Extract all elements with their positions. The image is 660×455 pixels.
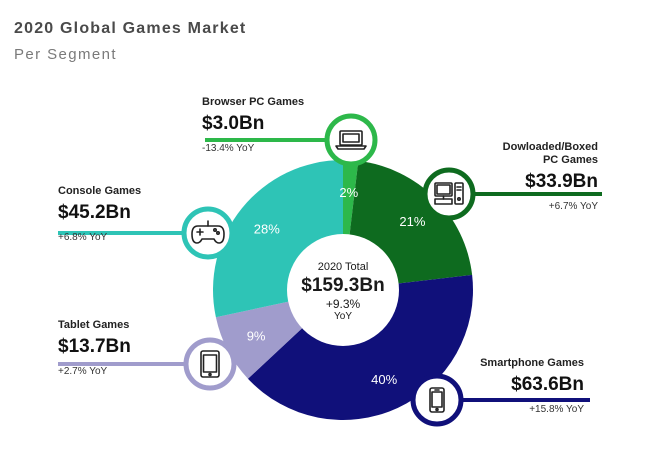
segment-name-line-2: PC Games: [542, 154, 598, 166]
segment-name: Console Games: [58, 185, 142, 197]
label-tablet: Tablet Games $13.7Bn +2.7% YoY: [58, 319, 131, 377]
segment-name: Smartphone Games: [480, 357, 584, 369]
segment-value: $63.6Bn: [511, 374, 584, 395]
segment-name: Tablet Games: [58, 319, 130, 331]
chart-title: 2020 Global Games Market: [14, 20, 247, 37]
chart-subtitle: Per Segment: [14, 46, 117, 63]
label-downloaded-pc: Dowloaded/Boxed PC Games $33.9Bn +6.7% Y…: [503, 141, 598, 212]
segment-value: $45.2Bn: [58, 202, 131, 223]
segment-icons: [181, 113, 476, 427]
icon-ring-browser-pc-games: [324, 113, 378, 167]
segment-yoy: +6.8% YoY: [58, 232, 108, 243]
segment-name: Browser PC Games: [202, 96, 305, 108]
percent-label-smartphone-games: 40%: [371, 372, 397, 387]
segment-yoy: +2.7% YoY: [58, 366, 108, 377]
percent-label-dowloaded-boxed-pc-games: 21%: [399, 214, 425, 229]
center-total-yoy: +9.3%: [325, 297, 361, 311]
icon-ring-console-games: [181, 206, 235, 260]
label-smartphone: Smartphone Games $63.6Bn +15.8% YoY: [480, 357, 584, 415]
icon-ring-tablet-games: [183, 337, 237, 391]
center-total-title: 2020 Total: [317, 261, 369, 273]
tablet-icon: [200, 350, 220, 378]
smartphone-icon: [429, 387, 445, 413]
segment-yoy: -13.4% YoY: [202, 143, 255, 154]
center-total: 2020 Total $159.3Bn +9.3% YoY: [290, 261, 396, 322]
segment-value: $13.7Bn: [58, 336, 131, 357]
label-console: Console Games $45.2Bn +6.8% YoY: [58, 185, 141, 243]
segment-name-line-1: Dowloaded/Boxed: [502, 141, 598, 153]
segment-yoy: +6.7% YoY: [548, 201, 598, 212]
label-browser-pc: Browser PC Games $3.0Bn -13.4% YoY: [202, 96, 304, 154]
percent-label-browser-pc-games: 2%: [339, 185, 358, 200]
icon-ring-smartphone-games: [410, 373, 464, 427]
segment-yoy: +15.8% YoY: [529, 404, 584, 415]
gamepad-icon: [191, 220, 225, 244]
desktop-pc-icon: [434, 182, 464, 205]
segment-value: $33.9Bn: [525, 171, 598, 192]
laptop-icon: [335, 130, 367, 150]
percent-labels: 2% 21% 40% 9% 28%: [247, 185, 426, 387]
center-total-yoy-unit: YoY: [334, 311, 352, 322]
center-total-value: $159.3Bn: [301, 275, 385, 296]
percent-label-tablet-games: 9%: [247, 328, 266, 343]
segment-value: $3.0Bn: [202, 113, 265, 134]
percent-label-console-games: 28%: [254, 221, 280, 236]
center-circle: [287, 234, 399, 346]
